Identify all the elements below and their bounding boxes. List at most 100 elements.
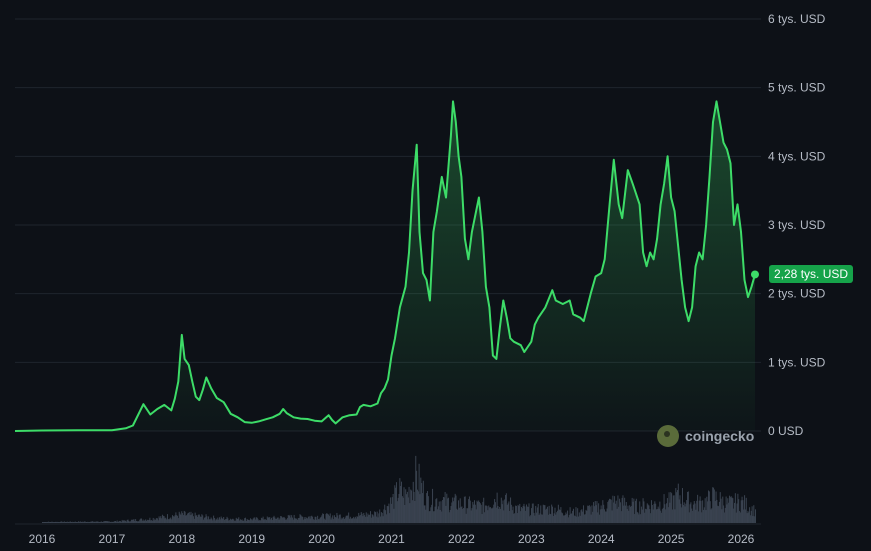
volume-bar — [164, 518, 166, 523]
volume-bar — [478, 500, 480, 523]
volume-bar — [546, 508, 548, 523]
volume-bar — [116, 520, 118, 523]
volume-bar — [406, 491, 408, 523]
volume-bar — [745, 497, 747, 523]
volume-bar — [470, 510, 472, 523]
volume-bar — [656, 509, 658, 523]
volume-bar — [610, 499, 612, 523]
volume-bar — [567, 517, 569, 523]
volume-bar — [239, 519, 241, 523]
volume-bar — [569, 507, 571, 523]
volume-bar — [497, 506, 499, 523]
volume-bar — [564, 514, 566, 523]
volume-bar — [567, 510, 569, 523]
volume-bar — [218, 517, 220, 523]
volume-bar — [236, 519, 238, 523]
volume-bar — [694, 503, 696, 523]
volume-bar — [413, 491, 415, 523]
volume-bar — [554, 507, 556, 523]
x-tick-label: 2017 — [99, 532, 126, 546]
volume-bar — [224, 519, 226, 523]
volume-bar — [708, 490, 710, 523]
volume-bar — [208, 519, 210, 523]
volume-bar — [747, 510, 749, 523]
volume-bar — [273, 515, 275, 523]
volume-bar — [529, 516, 531, 523]
volume-bar — [226, 516, 228, 523]
volume-bar — [340, 519, 342, 523]
volume-bar — [97, 521, 99, 523]
volume-bar — [109, 521, 111, 523]
volume-bar — [137, 521, 139, 523]
volume-bar — [400, 485, 402, 523]
volume-bar — [126, 519, 128, 523]
volume-bar — [484, 505, 486, 523]
volume-bar — [701, 512, 703, 523]
volume-bar — [149, 517, 151, 523]
volume-bar — [451, 502, 453, 523]
volume-bar — [265, 519, 267, 523]
volume-bar — [112, 521, 114, 523]
volume-bar — [608, 500, 610, 523]
volume-bar — [329, 513, 331, 523]
volume-bar — [272, 517, 274, 523]
volume-bar — [384, 504, 386, 523]
volume-bar — [534, 515, 536, 523]
x-tick-label: 2023 — [518, 532, 545, 546]
volume-bar — [213, 517, 215, 523]
volume-bar — [454, 493, 456, 523]
volume-bar — [442, 499, 444, 523]
volume-bar — [504, 499, 506, 523]
volume-bar — [311, 515, 313, 523]
volume-bar — [161, 518, 163, 523]
volume-bar — [207, 519, 209, 523]
volume-bar — [727, 498, 729, 523]
volume-bar — [526, 506, 528, 523]
volume-bar — [702, 500, 704, 523]
volume-bar — [81, 522, 83, 523]
volume-bar — [197, 516, 199, 523]
volume-bar — [671, 493, 673, 523]
volume-bar — [641, 509, 643, 523]
volume-bar — [107, 521, 109, 523]
volume-bar — [267, 517, 269, 523]
volume-bar — [216, 519, 218, 523]
volume-bar — [494, 502, 496, 523]
volume-bar — [432, 511, 434, 523]
volume-bar — [736, 503, 738, 523]
volume-bar — [593, 506, 595, 523]
volume-bar — [752, 516, 754, 523]
volume-bar — [630, 505, 632, 523]
volume-bar — [541, 514, 543, 523]
volume-bar — [576, 516, 578, 523]
volume-bar — [335, 517, 337, 523]
volume-bar — [453, 497, 455, 523]
volume-bar — [165, 517, 167, 523]
volume-bar — [67, 521, 69, 523]
volume-bar — [711, 508, 713, 523]
volume-bar — [372, 514, 374, 523]
volume-bar — [309, 518, 311, 523]
volume-bar — [676, 490, 678, 523]
volume-bar — [377, 517, 379, 523]
volume-bar — [348, 512, 350, 523]
volume-bar — [549, 513, 551, 523]
volume-bar — [262, 516, 264, 523]
volume-bar — [257, 519, 259, 523]
volume-bar — [174, 515, 176, 523]
volume-bar — [408, 486, 410, 523]
volume-bar — [484, 512, 486, 523]
volume-bar — [110, 521, 112, 523]
volume-bar — [156, 518, 158, 523]
volume-bar — [144, 520, 146, 523]
volume-bar — [536, 507, 538, 523]
volume-bar — [151, 520, 153, 523]
volume-bar — [707, 501, 709, 523]
volume-bar — [389, 513, 391, 523]
volume-bar — [619, 498, 621, 523]
volume-bar — [744, 495, 746, 523]
volume-bar — [596, 501, 598, 523]
volume-bar — [675, 488, 677, 523]
volume-bar — [602, 500, 604, 523]
volume-bar — [320, 516, 322, 523]
